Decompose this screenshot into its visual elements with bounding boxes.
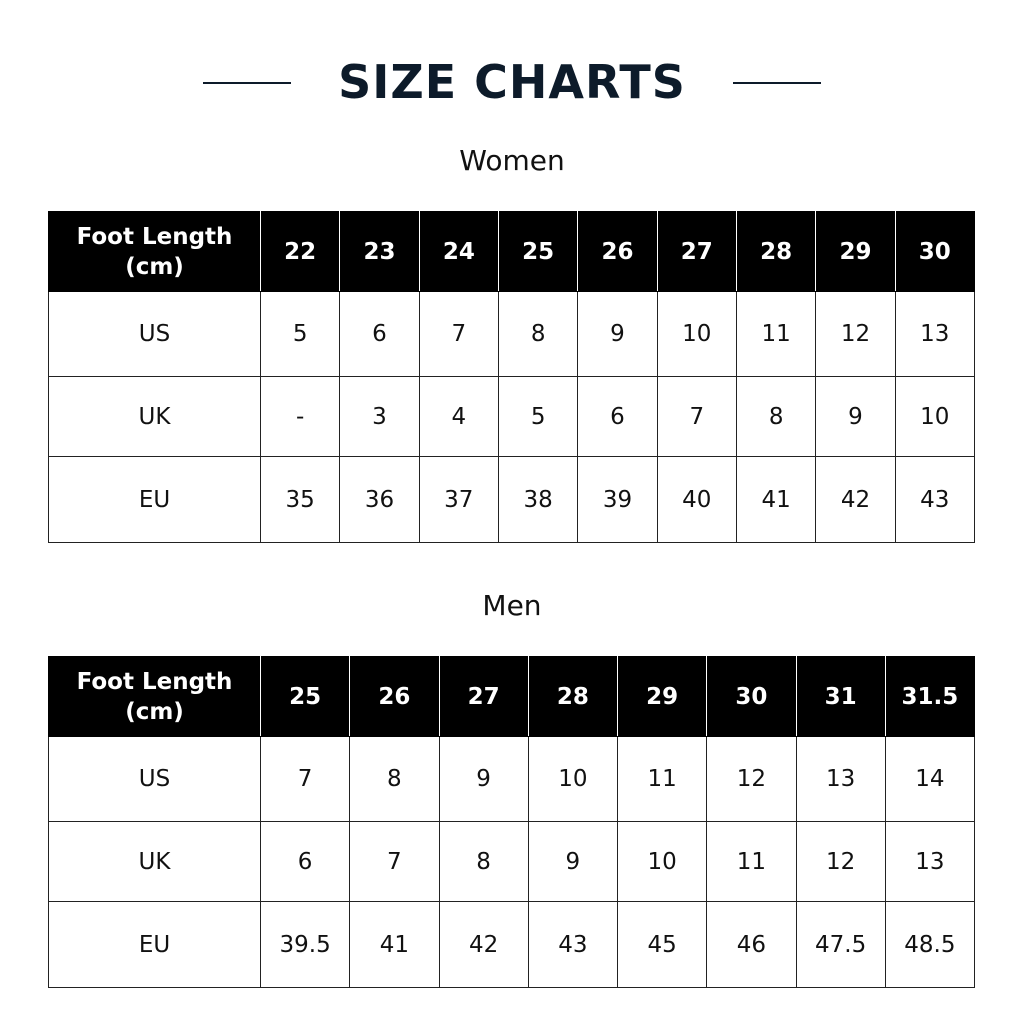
size-cell: 35 bbox=[259, 456, 341, 543]
foot-length-cell: 25 bbox=[497, 211, 579, 292]
foot-length-cell: 28 bbox=[527, 656, 619, 737]
title-rule-left bbox=[203, 82, 291, 84]
row-label: UK bbox=[48, 821, 261, 902]
row-label: US bbox=[48, 736, 261, 822]
size-row-us: US 7 8 9 10 11 12 13 14 bbox=[48, 736, 976, 822]
size-cell: 7 bbox=[349, 821, 440, 902]
size-cell: 8 bbox=[497, 291, 579, 377]
foot-length-cell: 22 bbox=[259, 211, 341, 292]
size-cell: 38 bbox=[497, 456, 579, 543]
size-cell: 12 bbox=[815, 291, 896, 377]
size-cell: 13 bbox=[894, 291, 975, 377]
size-cell: 9 bbox=[438, 736, 529, 822]
title-rule-right bbox=[733, 82, 821, 84]
foot-length-cell: 31.5 bbox=[884, 656, 976, 737]
size-cell: 3 bbox=[339, 376, 420, 457]
size-cell: 48.5 bbox=[884, 901, 976, 988]
size-cell: 10 bbox=[656, 291, 737, 377]
size-row-uk: UK -3 4 5 6 7 8 9 10 bbox=[48, 376, 975, 457]
size-cell: 36 bbox=[339, 456, 420, 543]
size-cell: 45 bbox=[616, 901, 708, 988]
foot-length-cell: 28 bbox=[735, 211, 817, 292]
size-cell: 39.5 bbox=[259, 901, 351, 988]
size-cell: 12 bbox=[706, 736, 797, 822]
foot-length-cell: 26 bbox=[349, 656, 440, 737]
foot-length-cell: 29 bbox=[616, 656, 708, 737]
size-cell: 10 bbox=[527, 736, 619, 822]
size-cell: 11 bbox=[616, 736, 708, 822]
size-cell: 39 bbox=[577, 456, 658, 543]
row-label: EU bbox=[48, 901, 261, 988]
size-row-eu: EU 39.5 41 42 43 45 46 47.5 48.5 bbox=[48, 901, 976, 988]
size-cell: 11 bbox=[706, 821, 797, 902]
size-cell: 10 bbox=[616, 821, 708, 902]
header-row: Foot Length (cm) 25 26 27 28 29 30 31 31.5 bbox=[48, 656, 976, 737]
size-cell: 37 bbox=[418, 456, 499, 543]
women-size-table: Foot Length (cm) 22 23 24 25 26 27 28 29 30 US 5 6 7 8… bbox=[48, 211, 975, 543]
size-cell: 42 bbox=[438, 901, 529, 988]
men-heading: Men bbox=[482, 589, 542, 622]
size-cell: 6 bbox=[339, 291, 420, 377]
size-cell: - bbox=[259, 376, 341, 457]
size-cell: 5 bbox=[497, 376, 579, 457]
size-cell: 42 bbox=[815, 456, 896, 543]
size-cell: 6 bbox=[259, 821, 351, 902]
size-cell: 5 bbox=[259, 291, 341, 377]
foot-length-cell: 27 bbox=[656, 211, 737, 292]
foot-length-cell: 30 bbox=[706, 656, 797, 737]
size-cell: 9 bbox=[815, 376, 896, 457]
size-cell: 40 bbox=[656, 456, 737, 543]
size-cell: 4 bbox=[418, 376, 499, 457]
size-cell: 13 bbox=[884, 821, 976, 902]
size-cell: 41 bbox=[735, 456, 817, 543]
size-cell: 8 bbox=[349, 736, 440, 822]
row-label: UK bbox=[48, 376, 261, 457]
foot-length-cell: 29 bbox=[815, 211, 896, 292]
size-cell: 12 bbox=[795, 821, 886, 902]
foot-length-cell: 24 bbox=[418, 211, 499, 292]
foot-length-cell: 23 bbox=[339, 211, 420, 292]
size-cell: 9 bbox=[527, 821, 619, 902]
foot-length-cell: 25 bbox=[259, 656, 351, 737]
size-cell: 8 bbox=[438, 821, 529, 902]
size-cell: 43 bbox=[894, 456, 975, 543]
foot-length-cell: 31 bbox=[795, 656, 886, 737]
size-cell: 10 bbox=[894, 376, 975, 457]
size-cell: 6 bbox=[577, 376, 658, 457]
size-cell: 11 bbox=[735, 291, 817, 377]
size-cell: 14 bbox=[884, 736, 976, 822]
foot-length-cell: 26 bbox=[577, 211, 658, 292]
size-cell: 46 bbox=[706, 901, 797, 988]
row-label: EU bbox=[48, 456, 261, 543]
size-cell: 47.5 bbox=[795, 901, 886, 988]
row-label: US bbox=[48, 291, 261, 377]
foot-length-header: Foot Length (cm) bbox=[48, 211, 261, 292]
size-row-us: US 5 6 7 8 9 10 11 12 13 bbox=[48, 291, 975, 377]
title-block: SIZE CHARTS bbox=[0, 52, 1024, 112]
size-row-uk: UK 6 7 8 9 10 11 12 13 bbox=[48, 821, 976, 902]
size-cell: 41 bbox=[349, 901, 440, 988]
size-cell: 7 bbox=[418, 291, 499, 377]
size-row-eu: EU 35 36 37 38 39 40 41 42 43 bbox=[48, 456, 975, 543]
size-cell: 7 bbox=[259, 736, 351, 822]
foot-length-cell: 27 bbox=[438, 656, 529, 737]
foot-length-header: Foot Length (cm) bbox=[48, 656, 261, 737]
page-title: SIZE CHARTS bbox=[338, 55, 686, 109]
size-cell: 9 bbox=[577, 291, 658, 377]
size-cell: 43 bbox=[527, 901, 619, 988]
women-heading: Women bbox=[459, 144, 565, 177]
men-size-table: Foot Length (cm) 25 26 27 28 29 30 31 31.5 US 7 8 9 1… bbox=[48, 656, 976, 988]
size-cell: 8 bbox=[735, 376, 817, 457]
size-cell: 7 bbox=[656, 376, 737, 457]
size-cell: 13 bbox=[795, 736, 886, 822]
header-row: Foot Length (cm) 22 23 24 25 26 27 28 29 30 bbox=[48, 211, 975, 292]
foot-length-cell: 30 bbox=[894, 211, 975, 292]
